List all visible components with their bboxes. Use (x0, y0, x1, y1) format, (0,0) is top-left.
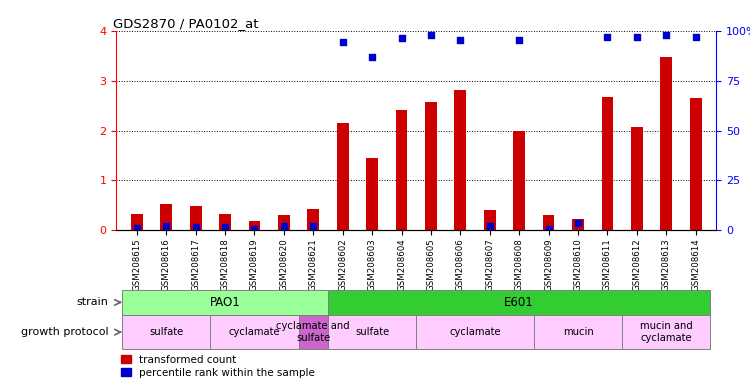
Point (395, 35, 407, 41)
Text: cyclamate: cyclamate (229, 327, 280, 337)
Bar (210, 315, 298, 349)
Bar (622, 315, 710, 349)
Point (130, 225, 142, 231)
Point (248, 226, 260, 232)
Text: growth protocol: growth protocol (21, 327, 109, 337)
Bar (190, 207, 202, 230)
Bar (298, 315, 328, 349)
Point (542, 226, 554, 232)
Point (631, 34, 643, 40)
Text: sulfate: sulfate (355, 327, 389, 337)
Text: E601: E601 (504, 296, 534, 309)
Point (219, 224, 231, 230)
Point (425, 31, 437, 38)
Point (660, 31, 672, 38)
Bar (690, 98, 701, 230)
Point (690, 34, 702, 40)
Bar (278, 215, 290, 230)
Point (190, 224, 202, 230)
Bar (308, 209, 320, 230)
Bar (454, 89, 466, 230)
Text: mucin: mucin (562, 327, 593, 337)
Text: mucin and
cyclamate: mucin and cyclamate (640, 321, 693, 343)
Point (513, 36, 525, 43)
Point (308, 223, 320, 230)
Bar (631, 127, 643, 230)
Bar (425, 102, 436, 230)
Point (366, 54, 378, 60)
Point (337, 39, 349, 45)
Legend: transformed count, percentile rank within the sample: transformed count, percentile rank withi… (122, 355, 315, 378)
Bar (248, 222, 260, 230)
Bar (534, 315, 622, 349)
Text: PAO1: PAO1 (210, 296, 241, 309)
Text: sulfate: sulfate (149, 327, 183, 337)
Bar (328, 315, 416, 349)
Point (602, 34, 613, 40)
Bar (602, 97, 613, 230)
Text: GDS2870 / PA0102_at: GDS2870 / PA0102_at (113, 17, 259, 30)
Bar (543, 215, 554, 230)
Point (278, 223, 290, 230)
Text: cyclamate: cyclamate (449, 327, 501, 337)
Bar (660, 57, 672, 230)
Bar (131, 214, 142, 230)
Bar (328, 290, 710, 315)
Point (484, 223, 496, 229)
Bar (219, 214, 231, 230)
Bar (337, 123, 349, 230)
Bar (416, 315, 534, 349)
Bar (396, 109, 407, 230)
Bar (572, 219, 584, 230)
Bar (122, 315, 210, 349)
Text: cyclamate and
sulfate: cyclamate and sulfate (277, 321, 350, 343)
Bar (366, 158, 378, 230)
Bar (484, 210, 496, 230)
Point (454, 36, 466, 43)
Bar (160, 204, 172, 230)
Bar (122, 290, 328, 315)
Point (572, 220, 584, 226)
Bar (513, 131, 525, 230)
Text: strain: strain (76, 297, 109, 308)
Point (160, 223, 172, 230)
